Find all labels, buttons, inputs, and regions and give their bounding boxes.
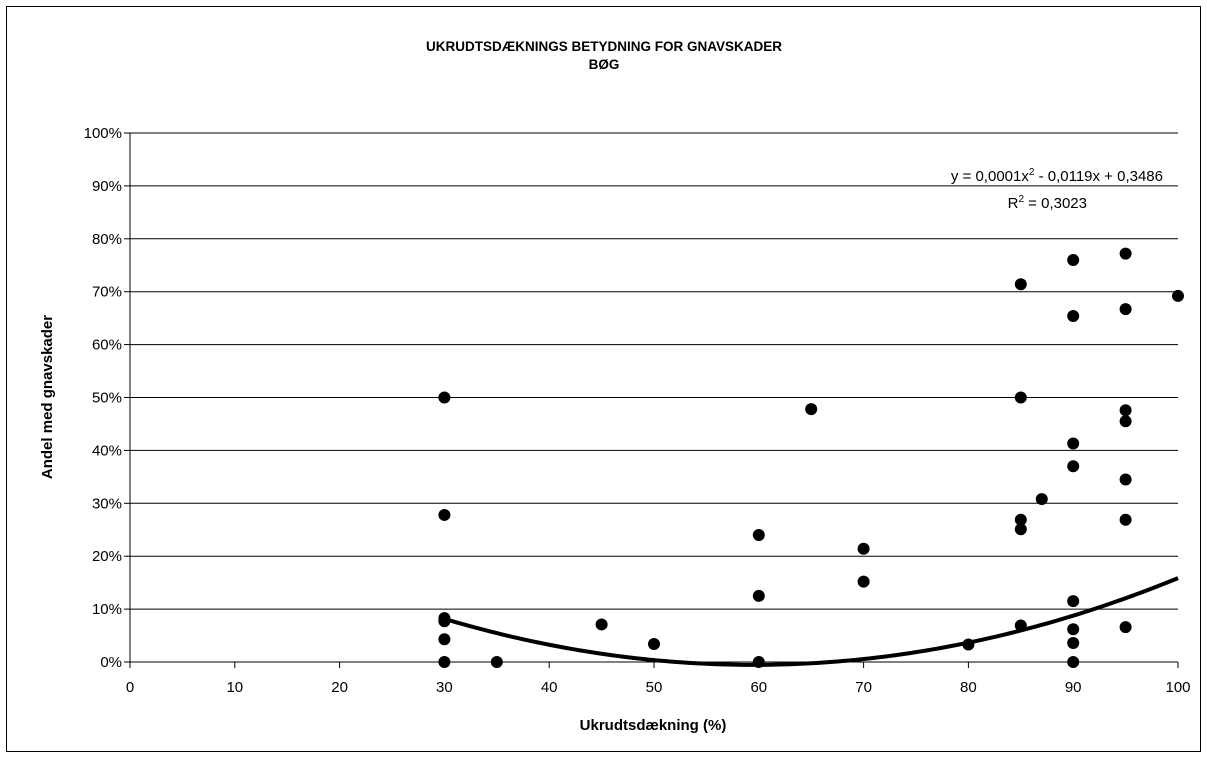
data-point [1119,415,1132,428]
y-tick-label: 10% [92,601,122,618]
data-point [1067,595,1080,608]
data-point [1067,656,1080,668]
y-tick-label: 100% [84,125,122,142]
data-point [438,656,451,668]
data-point [1014,513,1027,526]
y-tick-label: 90% [92,178,122,195]
data-point [857,542,870,555]
x-tick-label: 80 [960,679,977,696]
data-point [1014,619,1027,632]
trendline-r-squared: R2 = 0,3023 [1008,194,1087,212]
data-point [1172,289,1184,302]
data-point [1119,303,1132,316]
trendline [443,576,1179,667]
y-tick-label: 80% [92,231,122,248]
y-tick-label: 20% [92,548,122,565]
x-tick-label: 60 [750,679,767,696]
data-point [1035,493,1048,506]
data-point [595,618,608,631]
data-point [490,656,503,668]
data-point [752,529,765,542]
data-point [1119,621,1132,634]
data-points [438,247,1184,668]
y-axis-label: Andel med gnavskader [39,315,56,479]
y-tick-label: 40% [92,442,122,459]
y-tick-label: 70% [92,284,122,301]
data-point [438,633,451,646]
trendline-group [443,576,1179,667]
gridlines [130,132,1178,610]
y-tick-labels: 0% 10% 20% 30% 40% 50% 60% 70% 80% 90% 100% [84,125,122,671]
data-point [752,589,765,602]
x-tick-labels: 0 10 20 30 40 50 60 70 80 90 100 [126,679,1191,696]
x-tick-label: 20 [331,679,348,696]
y-tick-label: 30% [92,495,122,512]
data-point [1067,310,1080,323]
x-tick-label: 100 [1165,679,1190,696]
x-axis-label: Ukrudtsdækning (%) [580,717,727,734]
data-point [438,391,451,404]
data-point [805,403,818,416]
data-point [1067,437,1080,450]
data-point [752,656,765,668]
x-tick-label: 0 [126,679,134,696]
data-point [1067,623,1080,636]
chart-title: UKRUDTSDÆKNINGS BETYDNING FOR GNAVSKADER [426,39,782,54]
data-point [962,638,975,651]
y-tick-label: 60% [92,337,122,354]
data-point [648,638,660,651]
data-point [438,615,451,628]
data-point [1119,513,1132,526]
x-tick-label: 30 [436,679,453,696]
y-tick-label: 50% [92,390,122,407]
x-tick-label: 70 [855,679,872,696]
data-point [1067,253,1080,266]
data-point [1014,278,1027,291]
y-tick-label: 0% [100,654,122,671]
data-point [438,508,451,521]
data-point [1067,636,1080,649]
x-tick-label: 40 [541,679,558,696]
x-tick-label: 90 [1065,679,1082,696]
x-tick-label: 50 [646,679,663,696]
data-point [1119,473,1132,486]
trendline-equation: y = 0,0001x2 - 0,0119x + 0,3486 [951,167,1163,185]
data-point [1067,460,1080,473]
data-point [857,575,870,588]
data-point [1119,247,1132,260]
data-point [1119,404,1132,417]
x-tick-label: 10 [226,679,243,696]
data-point [1014,523,1027,536]
data-point [1014,391,1027,404]
chart-subtitle: BØG [589,57,620,72]
